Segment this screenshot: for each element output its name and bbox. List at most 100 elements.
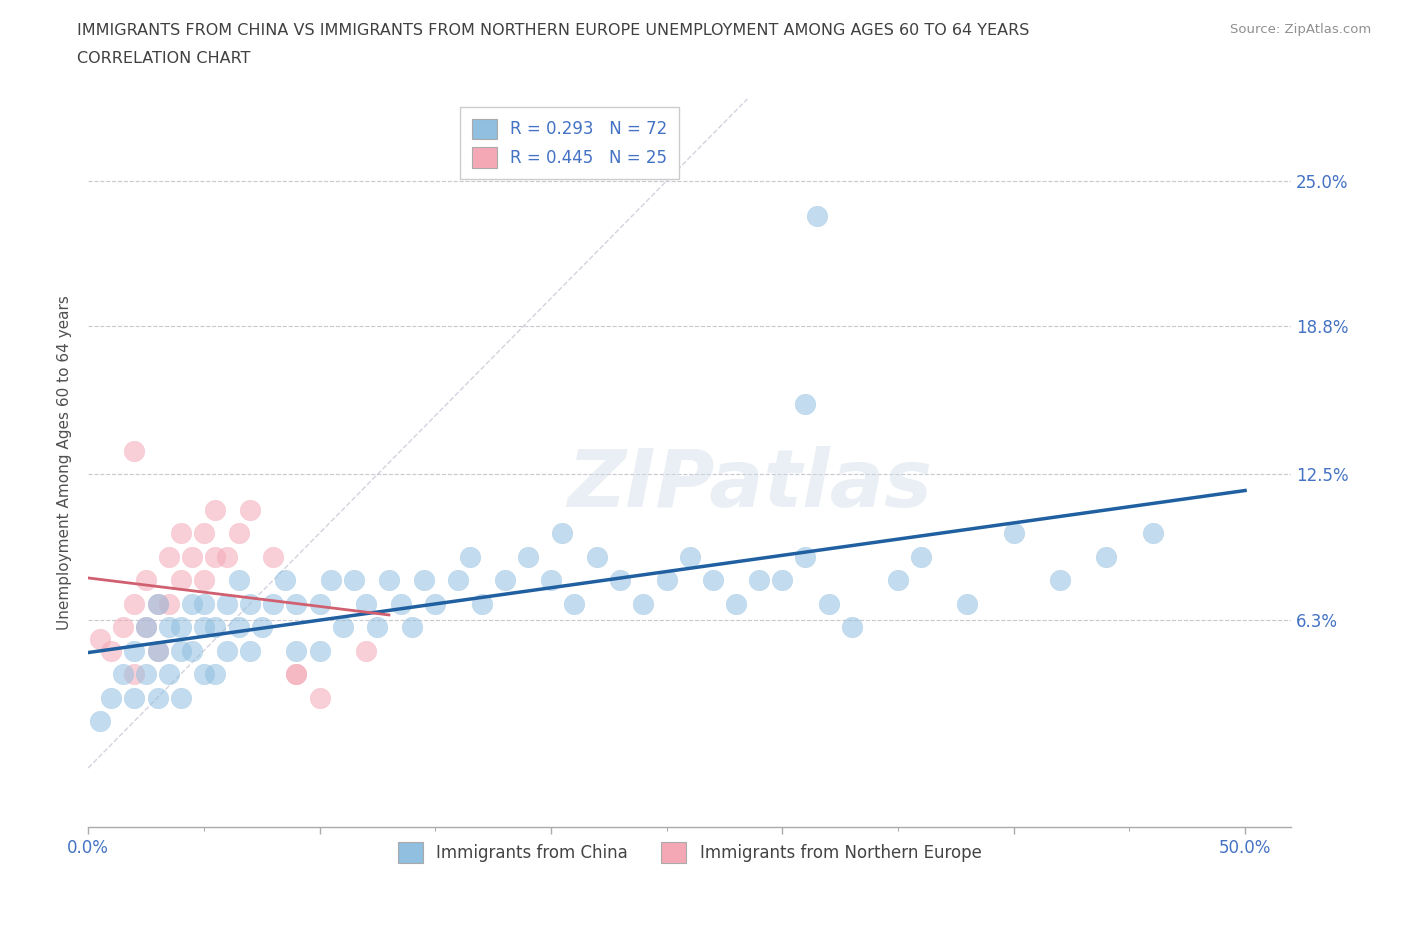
- Point: [679, 550, 702, 565]
- Point: [89, 631, 111, 646]
- Point: [193, 667, 215, 682]
- Point: [401, 619, 423, 634]
- Point: [124, 644, 146, 658]
- Point: [562, 596, 585, 611]
- Point: [319, 573, 342, 588]
- Point: [228, 619, 250, 634]
- Point: [157, 619, 180, 634]
- Point: [770, 573, 793, 588]
- Point: [262, 550, 284, 565]
- Point: [157, 596, 180, 611]
- Point: [193, 525, 215, 540]
- Point: [204, 667, 226, 682]
- Point: [262, 596, 284, 611]
- Point: [170, 690, 193, 705]
- Point: [366, 619, 388, 634]
- Point: [494, 573, 516, 588]
- Point: [135, 667, 157, 682]
- Point: [157, 667, 180, 682]
- Point: [228, 573, 250, 588]
- Point: [135, 573, 157, 588]
- Point: [146, 644, 169, 658]
- Point: [100, 644, 122, 658]
- Point: [308, 690, 330, 705]
- Point: [551, 525, 574, 540]
- Point: [204, 619, 226, 634]
- Point: [124, 444, 146, 458]
- Point: [285, 644, 308, 658]
- Point: [841, 619, 863, 634]
- Point: [1095, 550, 1118, 565]
- Point: [540, 573, 562, 588]
- Point: [724, 596, 747, 611]
- Point: [378, 573, 401, 588]
- Y-axis label: Unemployment Among Ages 60 to 64 years: Unemployment Among Ages 60 to 64 years: [58, 295, 72, 631]
- Point: [1142, 525, 1164, 540]
- Point: [146, 644, 169, 658]
- Point: [239, 596, 262, 611]
- Point: [228, 525, 250, 540]
- Point: [308, 596, 330, 611]
- Point: [146, 596, 169, 611]
- Point: [910, 550, 932, 565]
- Point: [181, 596, 204, 611]
- Point: [274, 573, 297, 588]
- Point: [193, 596, 215, 611]
- Point: [1002, 525, 1025, 540]
- Point: [170, 573, 193, 588]
- Point: [239, 644, 262, 658]
- Point: [794, 396, 817, 411]
- Point: [111, 667, 134, 682]
- Point: [170, 644, 193, 658]
- Point: [135, 619, 157, 634]
- Point: [146, 596, 169, 611]
- Point: [447, 573, 470, 588]
- Point: [354, 596, 377, 611]
- Point: [204, 550, 226, 565]
- Point: [1049, 573, 1071, 588]
- Point: [285, 596, 308, 611]
- Point: [124, 690, 146, 705]
- Point: [215, 550, 238, 565]
- Point: [308, 644, 330, 658]
- Point: [748, 573, 770, 588]
- Point: [343, 573, 366, 588]
- Point: [215, 644, 238, 658]
- Point: [389, 596, 412, 611]
- Point: [170, 619, 193, 634]
- Text: ZIPatlas: ZIPatlas: [568, 445, 932, 524]
- Point: [655, 573, 678, 588]
- Point: [193, 573, 215, 588]
- Point: [285, 667, 308, 682]
- Point: [124, 667, 146, 682]
- Point: [470, 596, 492, 611]
- Point: [516, 550, 538, 565]
- Point: [146, 690, 169, 705]
- Point: [111, 619, 134, 634]
- Point: [794, 550, 817, 565]
- Point: [204, 502, 226, 517]
- Point: [956, 596, 979, 611]
- Point: [181, 644, 204, 658]
- Point: [215, 596, 238, 611]
- Text: IMMIGRANTS FROM CHINA VS IMMIGRANTS FROM NORTHERN EUROPE UNEMPLOYMENT AMONG AGES: IMMIGRANTS FROM CHINA VS IMMIGRANTS FROM…: [77, 23, 1029, 38]
- Text: Source: ZipAtlas.com: Source: ZipAtlas.com: [1230, 23, 1371, 36]
- Point: [586, 550, 609, 565]
- Point: [250, 619, 273, 634]
- Legend: Immigrants from China, Immigrants from Northern Europe: Immigrants from China, Immigrants from N…: [391, 836, 988, 870]
- Point: [817, 596, 839, 611]
- Point: [193, 619, 215, 634]
- Point: [239, 502, 262, 517]
- Point: [157, 550, 180, 565]
- Point: [89, 713, 111, 728]
- Point: [806, 208, 828, 223]
- Point: [100, 690, 122, 705]
- Point: [354, 644, 377, 658]
- Point: [609, 573, 631, 588]
- Point: [633, 596, 655, 611]
- Point: [285, 667, 308, 682]
- Text: CORRELATION CHART: CORRELATION CHART: [77, 51, 250, 66]
- Point: [887, 573, 910, 588]
- Point: [181, 550, 204, 565]
- Point: [124, 596, 146, 611]
